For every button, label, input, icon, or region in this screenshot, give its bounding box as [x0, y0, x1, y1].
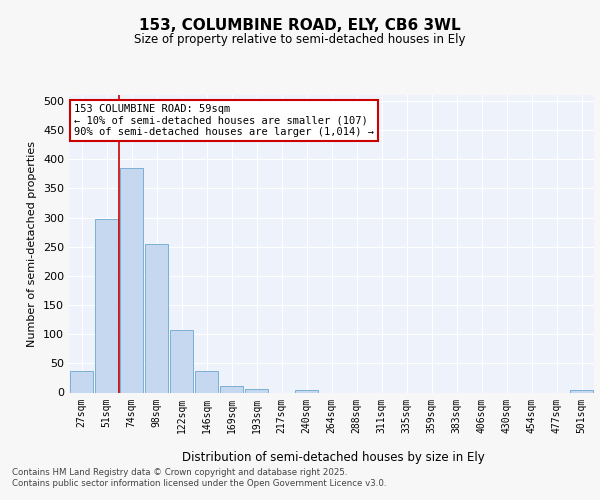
Text: 153 COLUMBINE ROAD: 59sqm
← 10% of semi-detached houses are smaller (107)
90% of: 153 COLUMBINE ROAD: 59sqm ← 10% of semi-…	[74, 104, 374, 137]
Text: Contains HM Land Registry data © Crown copyright and database right 2025.
Contai: Contains HM Land Registry data © Crown c…	[12, 468, 386, 487]
Bar	[195, 371, 218, 392]
Bar	[70, 371, 93, 392]
Bar	[220, 386, 243, 392]
Text: Distribution of semi-detached houses by size in Ely: Distribution of semi-detached houses by …	[182, 451, 484, 464]
Bar	[570, 390, 593, 392]
Bar	[245, 389, 268, 392]
Bar	[145, 244, 168, 392]
Bar	[120, 168, 143, 392]
Bar	[95, 219, 118, 392]
Text: 153, COLUMBINE ROAD, ELY, CB6 3WL: 153, COLUMBINE ROAD, ELY, CB6 3WL	[139, 18, 461, 32]
Text: Size of property relative to semi-detached houses in Ely: Size of property relative to semi-detach…	[134, 32, 466, 46]
Bar	[170, 330, 193, 392]
Y-axis label: Number of semi-detached properties: Number of semi-detached properties	[28, 141, 37, 347]
Bar	[295, 390, 318, 392]
